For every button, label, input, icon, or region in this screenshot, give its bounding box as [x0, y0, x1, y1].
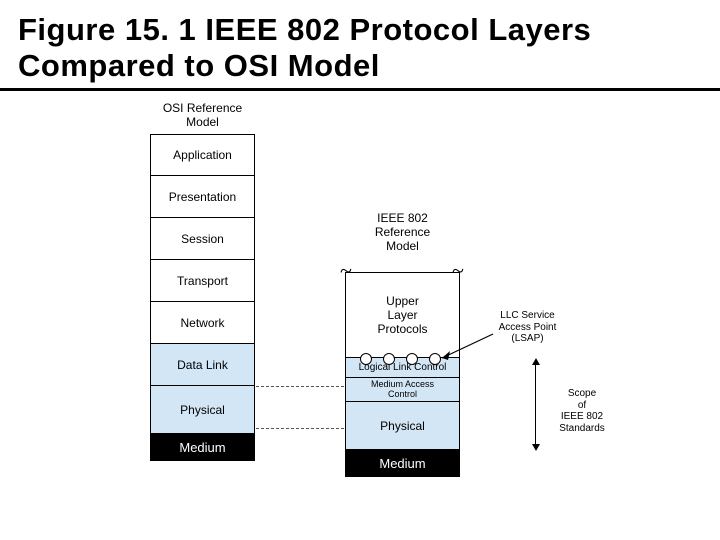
scope-arrow-down-icon [532, 444, 540, 451]
osi-layer-presentation: Presentation [150, 176, 255, 218]
osi-label-l1: OSI Reference [163, 101, 242, 115]
diagram-area: OSI Reference Model IEEE 802 Reference M… [0, 92, 720, 540]
osi-stack: Application Presentation Session Transpo… [150, 134, 255, 461]
ieee-medium: Medium [345, 449, 460, 477]
scope-arrow-line [535, 364, 536, 446]
scope-arrow-up-icon [532, 358, 540, 365]
dash-line-bottom [256, 428, 344, 429]
ieee-label-l2: Reference [375, 225, 430, 239]
osi-layer-network: Network [150, 302, 255, 344]
ieee-column-label: IEEE 802 Reference Model [345, 212, 460, 253]
title-underline [0, 88, 720, 91]
scope-annotation: ScopeofIEEE 802Standards [548, 388, 616, 434]
osi-column-label: OSI Reference Model [150, 102, 255, 130]
ieee-mac: Medium AccessControl [345, 378, 460, 402]
osi-medium: Medium [150, 433, 255, 461]
ieee-label-l3: Model [386, 239, 419, 253]
lsap-pointer-icon [438, 330, 498, 364]
dash-line-top [256, 386, 344, 387]
osi-layer-session: Session [150, 218, 255, 260]
osi-layer-datalink: Data Link [150, 344, 255, 386]
osi-layer-physical: Physical [150, 386, 255, 434]
tilde-right-icon: ~ [452, 258, 464, 284]
scope-pointer-icon [462, 400, 534, 410]
osi-layer-transport: Transport [150, 260, 255, 302]
lsap-annotation: LLC ServiceAccess Point(LSAP) [490, 310, 565, 345]
lsap-circle-1 [360, 353, 372, 365]
lsap-circle-2 [383, 353, 395, 365]
figure-title: Figure 15. 1 IEEE 802 Protocol Layers Co… [0, 0, 720, 88]
lsap-circle-3 [406, 353, 418, 365]
osi-layer-application: Application [150, 134, 255, 176]
osi-label-l2: Model [186, 115, 219, 129]
tilde-left-icon: ~ [340, 258, 352, 284]
ieee-physical: Physical [345, 402, 460, 450]
ieee-label-l1: IEEE 802 [377, 211, 428, 225]
ieee-stack: UpperLayerProtocols Logical Link Control… [345, 272, 460, 477]
